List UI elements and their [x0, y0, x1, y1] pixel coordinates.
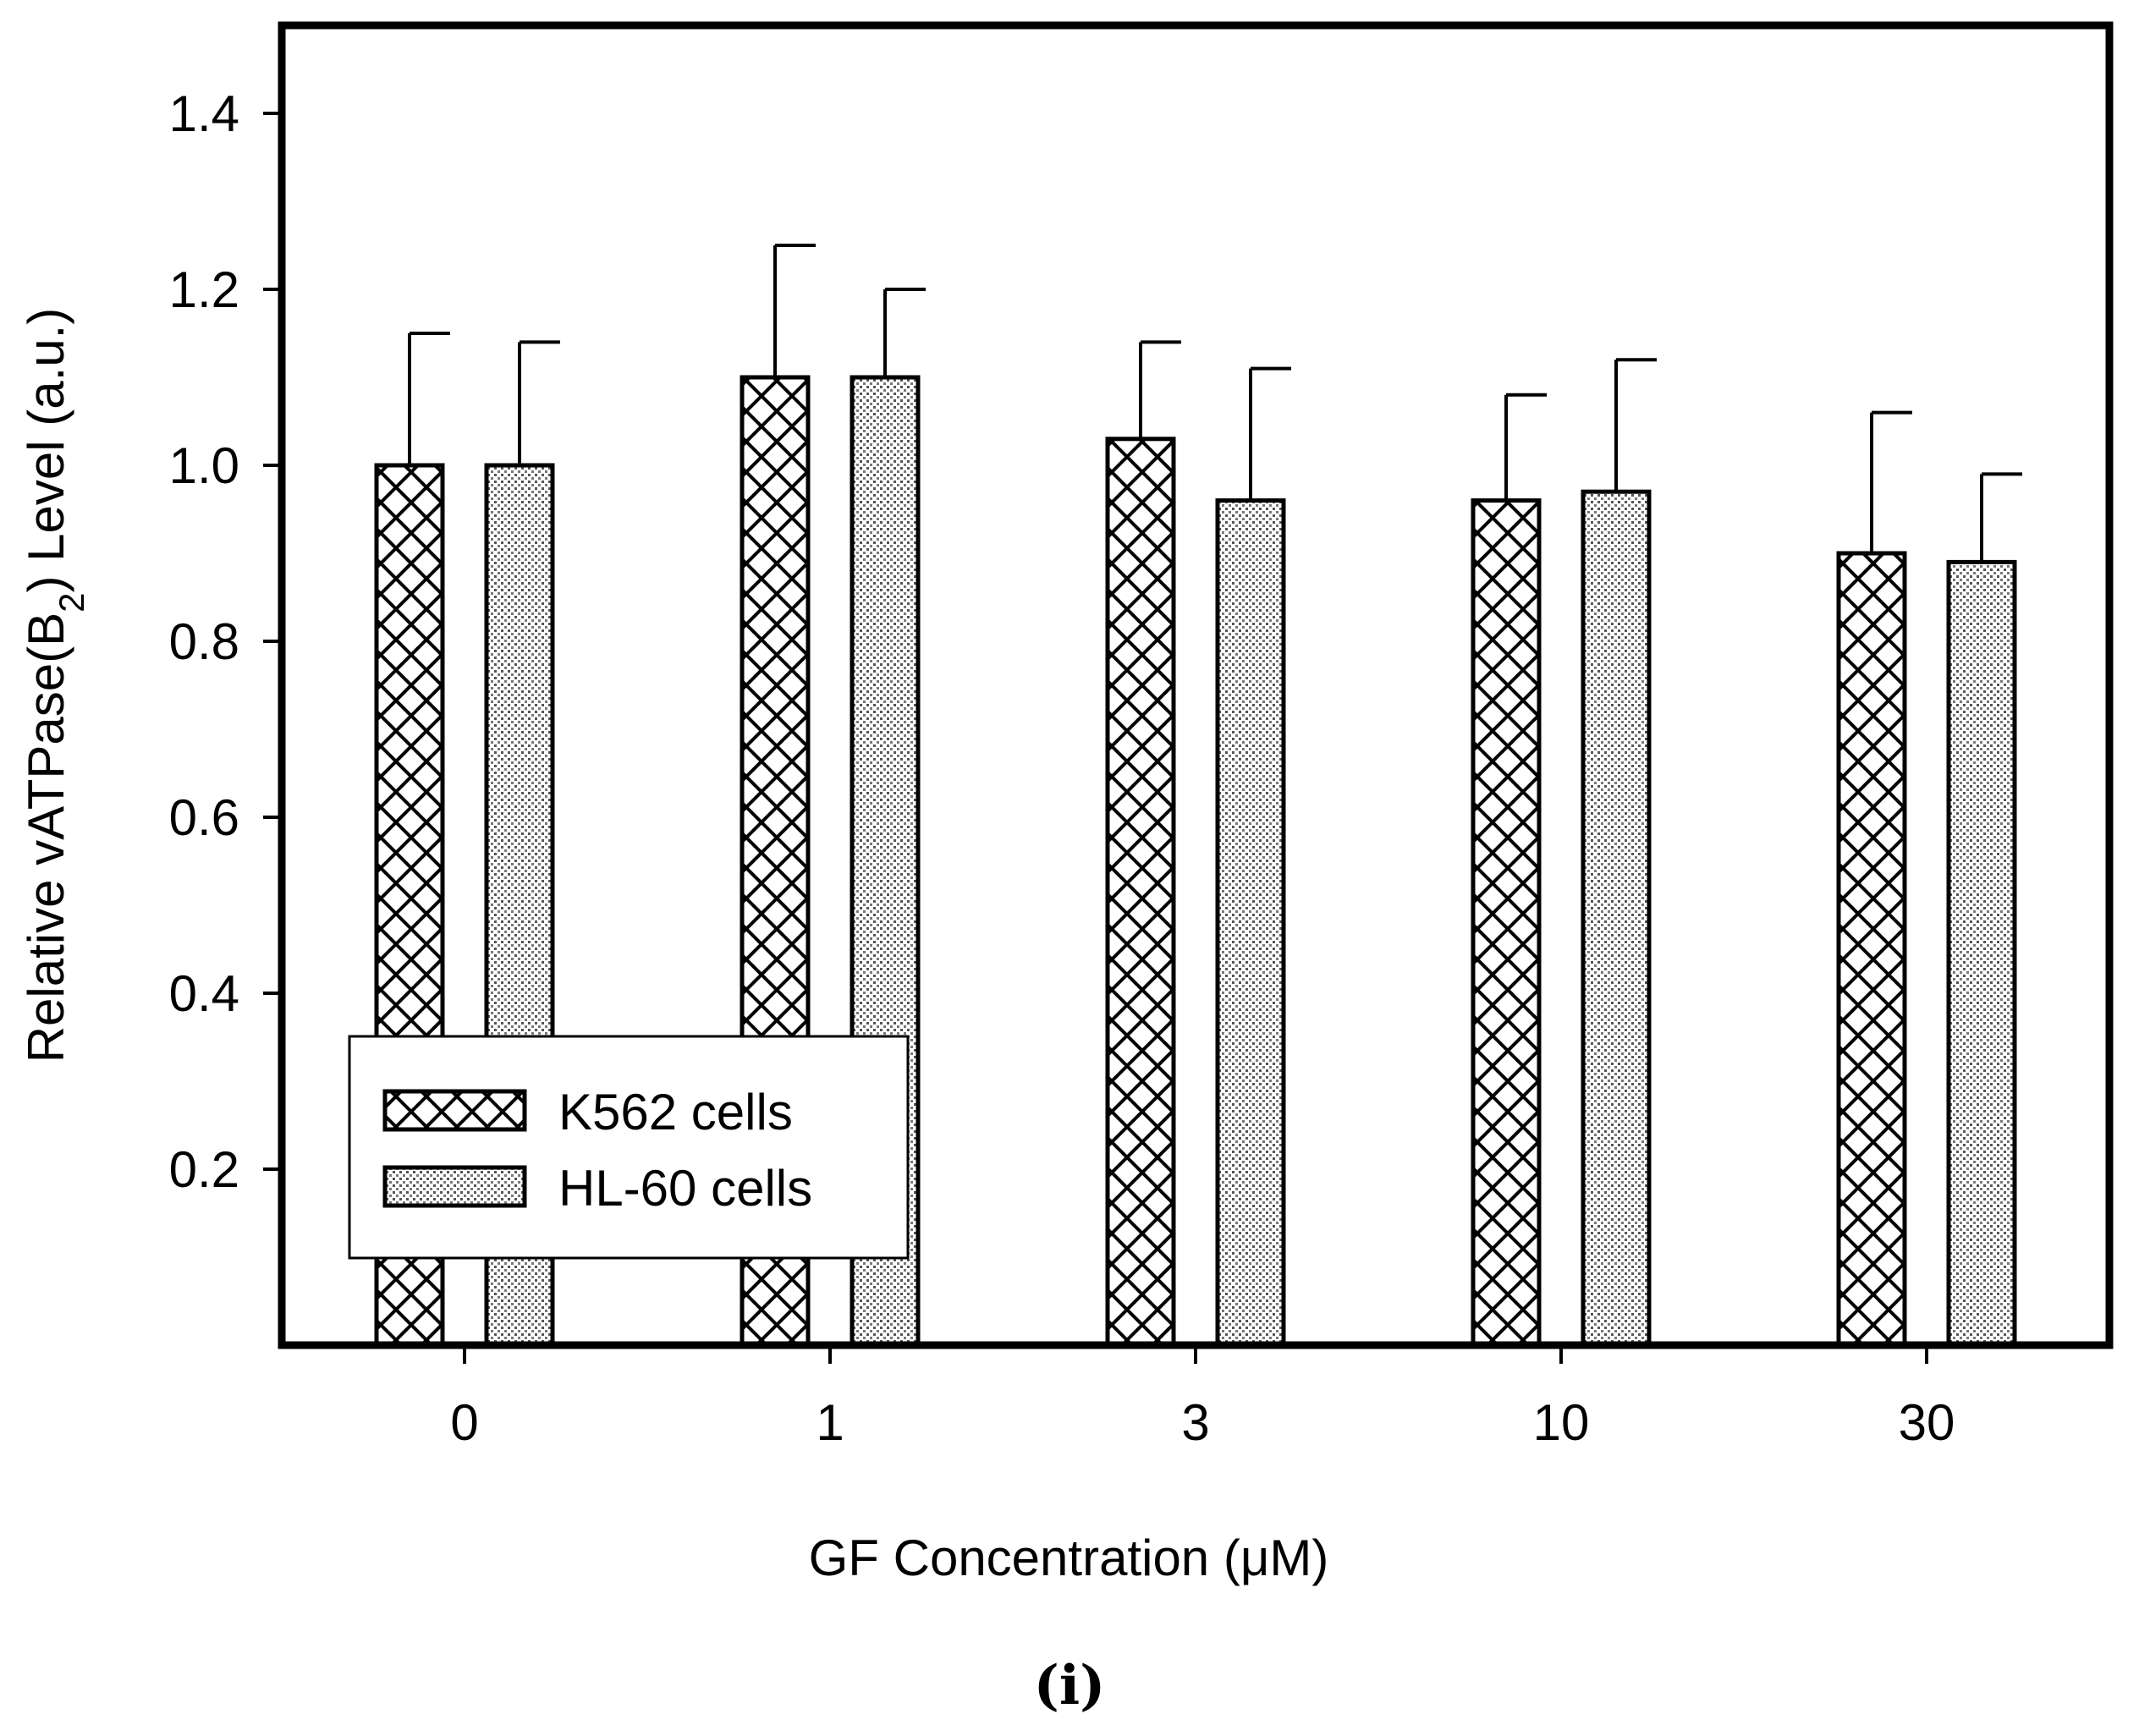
y-tick-label-1.2: 1.2 — [169, 261, 239, 318]
x-tick-label-10: 10 — [1533, 1394, 1590, 1451]
legend-label-hl60: HL-60 cells — [558, 1160, 812, 1217]
legend: K562 cells HL-60 cells — [348, 1035, 910, 1260]
y-tick-label-0.8: 0.8 — [169, 613, 239, 670]
x-tick-label-1: 1 — [816, 1394, 844, 1451]
bar-dotted-3 — [1215, 498, 1286, 1348]
y-tick-label-0.4: 0.4 — [169, 965, 239, 1022]
legend-swatch-hl60 — [382, 1165, 527, 1208]
y-axis-title-rest: ) Level (a.u.) — [18, 308, 74, 593]
x-axis-title: GF Concentration (μM) — [809, 1530, 1329, 1586]
bar-dotted-10 — [1581, 489, 1652, 1348]
y-axis: 0.2 0.4 0.6 0.8 1.0 1.2 1.4 — [169, 85, 282, 1198]
bar-dotted-30 — [1946, 559, 2017, 1348]
error-bars-layer — [408, 244, 2022, 563]
y-tick-label-0.6: 0.6 — [169, 789, 239, 846]
y-tick-label-1.0: 1.0 — [169, 437, 239, 494]
y-axis-title: Relative vATPase(B2) Level (a.u.) — [18, 308, 91, 1063]
bar-crosshatch-3 — [1105, 437, 1176, 1348]
y-tick-label-0.2: 0.2 — [169, 1141, 239, 1198]
bar-crosshatch-30 — [1836, 551, 1907, 1348]
bar-crosshatch-10 — [1471, 498, 1542, 1348]
panel-label: (i) — [1033, 1654, 1106, 1717]
x-tick-label-30: 30 — [1899, 1394, 1955, 1451]
x-tick-label-0: 0 — [450, 1394, 478, 1451]
y-axis-title-subscript: 2 — [52, 593, 91, 613]
x-tick-label-3: 3 — [1181, 1394, 1209, 1451]
legend-box — [348, 1035, 910, 1260]
y-axis-title-main: Relative vATPase(B — [18, 613, 74, 1063]
y-tick-label-1.4: 1.4 — [169, 85, 239, 142]
legend-swatch-k562 — [382, 1089, 527, 1132]
x-axis: 0 1 3 10 30 — [450, 1345, 1955, 1451]
legend-label-k562: K562 cells — [558, 1084, 793, 1140]
